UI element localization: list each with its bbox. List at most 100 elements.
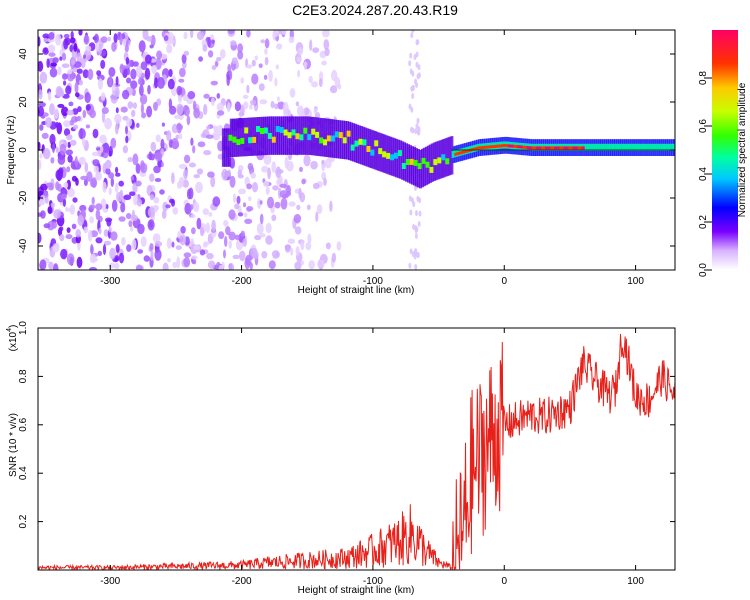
noise-speck (126, 213, 132, 220)
noise-speck (73, 42, 78, 53)
y-tick-label: 1.0 (18, 321, 29, 335)
ridge-peak (563, 146, 565, 150)
noise-speck (72, 197, 78, 203)
noise-speck (297, 69, 301, 78)
noise-speck (108, 67, 116, 77)
ridge-core (625, 143, 627, 151)
noise-speck (38, 199, 44, 206)
ridge-envelope (420, 148, 424, 188)
ridge-envelope (318, 117, 322, 157)
ridge-core (636, 143, 639, 151)
noise-speck (297, 47, 304, 56)
noise-speck (414, 233, 418, 239)
noise-speck (100, 145, 104, 153)
noise-speck (65, 234, 73, 240)
noise-speck (167, 258, 171, 263)
noise-speck (296, 56, 302, 62)
noise-speck (154, 241, 163, 247)
ridge-peak (518, 145, 521, 149)
noise-speck (160, 138, 165, 150)
noise-speck (98, 43, 102, 56)
ridge-envelope (271, 116, 275, 155)
ridge-cell (248, 137, 253, 144)
noise-speck (258, 63, 263, 68)
ridge-peak (505, 144, 508, 148)
ridge-peak (516, 145, 518, 149)
ridge-envelope (235, 118, 239, 157)
noise-speck (148, 151, 153, 161)
noise-speck (193, 107, 200, 119)
y-tick-label: -40 (18, 238, 29, 253)
noise-speck (411, 197, 414, 204)
noise-speck (197, 141, 206, 148)
noise-speck (65, 206, 69, 212)
noise-speck (130, 80, 138, 89)
ridge-peak (509, 144, 512, 148)
noise-speck (195, 181, 203, 194)
ridge-peak (513, 144, 516, 148)
noise-speck (198, 56, 204, 62)
noise-speck (101, 107, 109, 114)
noise-speck (78, 79, 83, 86)
noise-speck (237, 50, 244, 60)
noise-speck (52, 57, 59, 64)
ridge-peak (466, 149, 468, 153)
noise-speck (299, 166, 303, 172)
ridge-core (453, 150, 455, 158)
noise-speck (38, 159, 42, 170)
snr-frame (37, 327, 676, 571)
ridge-core (656, 143, 659, 151)
noise-speck (38, 102, 46, 108)
ridge-envelope (351, 123, 355, 162)
ridge-envelope (223, 128, 227, 167)
noise-speck (294, 226, 302, 235)
noise-speck (67, 154, 73, 163)
ridge-core (669, 143, 672, 151)
noise-speck (96, 150, 102, 157)
noise-speck (160, 161, 164, 168)
noise-speck (265, 186, 270, 195)
noise-speck (411, 93, 415, 99)
noise-speck (263, 74, 268, 80)
noise-speck (136, 122, 140, 128)
noise-speck (212, 196, 221, 207)
noise-speck (238, 111, 245, 117)
noise-speck (111, 41, 117, 52)
ridge-core (642, 143, 644, 151)
noise-speck (89, 109, 96, 119)
noise-speck (415, 39, 419, 46)
noise-speck (286, 190, 291, 197)
noise-speck (274, 103, 279, 110)
noise-speck (128, 220, 133, 228)
noise-speck (267, 167, 271, 180)
noise-speck (70, 30, 74, 40)
ridge-core (592, 143, 594, 151)
noise-speck (135, 163, 141, 174)
ridge-cell (425, 161, 430, 168)
noise-speck (125, 57, 130, 65)
noise-speck (62, 73, 68, 80)
noise-speck (137, 223, 145, 235)
noise-speck (308, 260, 316, 270)
ridge-envelope (413, 147, 416, 186)
noise-speck (415, 210, 418, 217)
noise-speck (175, 134, 180, 140)
ridge-core (604, 143, 606, 151)
noise-speck (312, 182, 320, 190)
noise-speck (210, 97, 215, 106)
noise-speck (105, 168, 111, 175)
colorbar-tick-label: 0.8 (698, 71, 709, 85)
ridge-envelope (243, 117, 247, 157)
noise-speck (178, 78, 185, 83)
noise-speck (67, 187, 75, 198)
noise-speck (140, 236, 147, 247)
noise-speck (411, 30, 415, 33)
ridge-envelope (336, 119, 340, 159)
ridge-peak (577, 146, 580, 150)
noise-speck (162, 201, 168, 212)
noise-speck (414, 128, 418, 135)
noise-speck (225, 226, 231, 236)
noise-speck (94, 33, 99, 44)
ridge-peak (497, 144, 500, 148)
x-tick-label: 100 (627, 276, 644, 287)
